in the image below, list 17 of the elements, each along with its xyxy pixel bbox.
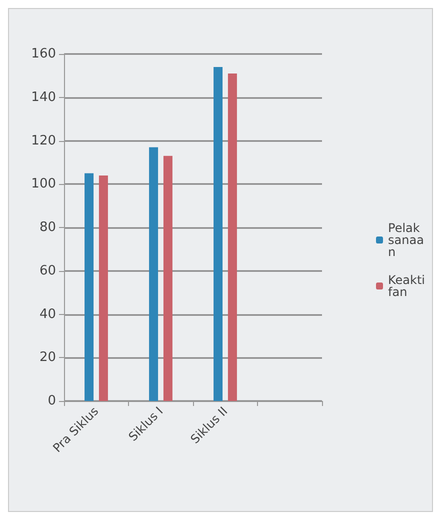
bar xyxy=(149,147,158,401)
y-tick-label: 100 xyxy=(31,176,56,192)
y-tick-label: 160 xyxy=(31,46,56,62)
y-tick-label: 60 xyxy=(39,263,56,278)
bar xyxy=(214,67,223,401)
y-tick-label: 120 xyxy=(31,133,56,148)
bar xyxy=(228,74,237,401)
legend-label: Keaktifan xyxy=(388,273,426,299)
y-tick-label: 20 xyxy=(39,350,56,366)
bar xyxy=(84,173,94,401)
y-tick-label: 0 xyxy=(48,394,56,408)
bar xyxy=(98,175,108,401)
legend-label: Pelaksanaan xyxy=(388,221,424,259)
y-tick-label: 80 xyxy=(39,220,56,235)
y-tick-label: 40 xyxy=(39,306,56,322)
bar xyxy=(163,156,172,401)
y-tick-label: 140 xyxy=(31,90,56,105)
